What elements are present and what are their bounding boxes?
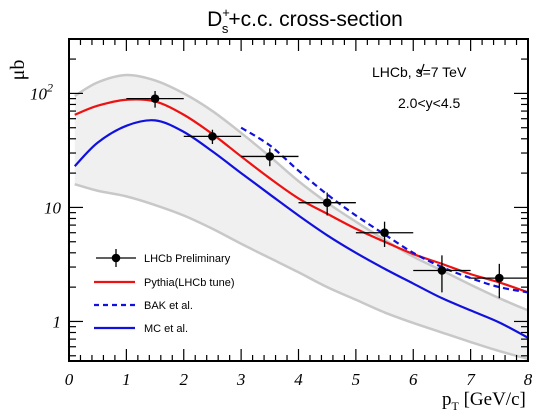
x-tick-label: 1 [122, 370, 131, 389]
band-upper-edge [74, 73, 528, 312]
y-tick-label: 1 [53, 312, 62, 331]
data-marker [322, 198, 332, 208]
legend: LHCb Preliminary Pythia(LHCb tune) BAK et … [94, 249, 235, 335]
y-tick-label: 102 [30, 80, 53, 103]
x-tick-label: 6 [409, 370, 418, 389]
legend-label: Pythia(LHCb tune) [144, 277, 235, 289]
series-bak-et-al [240, 126, 528, 294]
data-point [298, 192, 356, 216]
data-marker [437, 266, 447, 275]
x-axis-label: pT [GeV/c] [442, 389, 526, 413]
annotation-rapidity: 2.0<y<4.5 [398, 95, 460, 111]
data-point [183, 129, 242, 144]
x-tick-label: 7 [466, 370, 476, 389]
x-tick-label: 5 [352, 370, 361, 389]
chart-title: D+ s+c.c. cross-section [207, 5, 403, 36]
x-axis-label-subscript: T [452, 399, 460, 413]
legend-marker [111, 253, 121, 263]
axis-tick-labels: 0 1 2 3 4 5 6 7 8 1 10 102 [30, 80, 533, 389]
legend-label: BAK et al. [144, 300, 193, 312]
x-tick-label: 0 [65, 370, 74, 389]
sqrt-icon [417, 63, 425, 75]
data-point [241, 148, 299, 167]
series-mc-et-al [73, 119, 528, 339]
data-point [470, 263, 528, 299]
data-marker [380, 228, 389, 238]
series-pythia-lhcb-tune [74, 98, 528, 294]
axis-ticks [68, 38, 529, 361]
x-tick-label: 4 [294, 370, 303, 389]
lhcb-data-points [126, 90, 528, 299]
title-superscript: + [222, 5, 230, 20]
data-marker [150, 94, 160, 103]
data-point [413, 255, 471, 293]
theory-curves [73, 98, 528, 339]
legend-label: LHCb Preliminary [144, 253, 231, 265]
annotation-experiment: LHCb, s=7 TeV [372, 64, 467, 80]
x-tick-label: 8 [524, 370, 533, 389]
x-tick-label: 3 [236, 370, 246, 389]
band-lower-edge [74, 182, 528, 361]
legend-entry: LHCb Preliminary [96, 249, 231, 267]
legend-entry: MC et al. [94, 323, 188, 335]
legend-entry: BAK et al. [94, 300, 193, 312]
title-subscript: s [222, 21, 229, 36]
x-tick-label: 2 [180, 370, 189, 389]
data-marker [208, 132, 217, 141]
data-point [355, 221, 414, 247]
data-point [126, 90, 184, 108]
legend-label: MC et al. [144, 323, 188, 335]
y-axis-label: μb [7, 60, 29, 81]
y-tick-label: 10 [44, 198, 62, 217]
data-marker [495, 273, 504, 283]
legend-entry: Pythia(LHCb tune) [94, 277, 235, 289]
data-marker [265, 152, 275, 161]
title-rest: +c.c. cross-section [228, 8, 402, 31]
